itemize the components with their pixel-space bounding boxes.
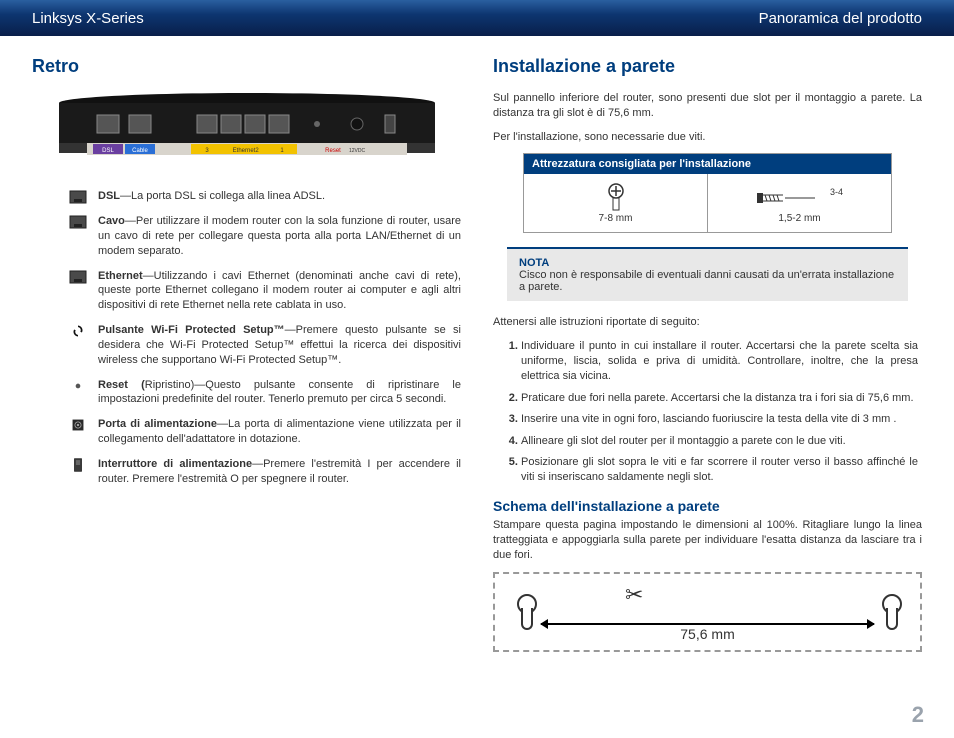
wps-icon (68, 323, 88, 368)
equipment-box: Attrezzatura consigliata per l'installaz… (523, 153, 892, 233)
left-column: Retro DSL Cable 3 Ethernet 2 (32, 56, 461, 652)
screw-head-icon (606, 183, 626, 213)
step-item: Allineare gli slot del router per il mon… (521, 434, 922, 449)
screw-side-icon: 3-4 mm (755, 183, 845, 213)
install-heading: Installazione a parete (493, 56, 922, 77)
eth-icon (68, 214, 88, 259)
port-text: Interruttore di alimentazione—Premere l'… (98, 457, 461, 487)
port-text: Pulsante Wi-Fi Protected Setup™—Premere … (98, 323, 461, 368)
follow-text: Attenersi alle istruzioni riportate di s… (493, 315, 922, 330)
schema-heading: Schema dell'installazione a parete (493, 498, 922, 514)
note-box: NOTA Cisco non è responsabile di eventua… (507, 247, 908, 301)
equip-screw-side: 3-4 mm 1,5-2 mm (708, 174, 891, 232)
install-intro-2: Per l'installazione, sono necessarie due… (493, 130, 922, 145)
step-item: Inserire una vite in ogni foro, lasciand… (521, 412, 922, 427)
equipment-heading: Attrezzatura consigliata per l'installaz… (524, 154, 891, 174)
right-column: Installazione a parete Sul pannello infe… (493, 56, 922, 652)
retro-heading: Retro (32, 56, 461, 77)
port-item: Cavo—Per utilizzare il modem router con … (68, 214, 461, 259)
step-item: Posizionare gli slot sopra le viti e far… (521, 455, 922, 486)
page-number: 2 (912, 702, 924, 728)
svg-text:12VDC: 12VDC (348, 148, 365, 154)
port-item: Pulsante Wi-Fi Protected Setup™—Premere … (68, 323, 461, 368)
power-icon (68, 417, 88, 447)
port-text: DSL—La porta DSL si collega alla linea A… (98, 189, 325, 204)
svg-text:DSL: DSL (102, 148, 114, 154)
port-item: Interruttore di alimentazione—Premere l'… (68, 457, 461, 487)
svg-text:Reset: Reset (325, 148, 341, 154)
header-right: Panoramica del prodotto (759, 10, 922, 27)
equip-screw-len: 7-8 mm (599, 213, 633, 224)
scissors-icon: ✂ (625, 582, 643, 608)
svg-text:Cable: Cable (132, 148, 148, 154)
eth-icon (68, 269, 88, 314)
equip-shaft: 1,5-2 mm (778, 213, 820, 224)
port-item: Ethernet—Utilizzando i cavi Ethernet (de… (68, 269, 461, 314)
switch-icon (68, 457, 88, 487)
port-text: Porta di alimentazione—La porta di alime… (98, 417, 461, 447)
page-header: Linksys X-Series Panoramica del prodotto (0, 0, 954, 36)
wall-template: ✂ 75,6 mm (493, 572, 922, 652)
header-left: Linksys X-Series (32, 10, 144, 27)
router-rear-image: DSL Cable 3 Ethernet 2 1 Reset 12VDC (57, 91, 437, 171)
page-body: Retro DSL Cable 3 Ethernet 2 (0, 36, 954, 652)
equipment-body: 7-8 mm 3-4 mm 1,5-2 mm (524, 174, 891, 232)
eth-icon (68, 189, 88, 204)
keyhole-right (880, 594, 900, 630)
schema-text: Stampare questa pagina impostando le dim… (493, 518, 922, 564)
svg-text:Ethernet: Ethernet (232, 148, 255, 154)
svg-text:3-4 mm: 3-4 mm (830, 187, 845, 197)
install-intro-1: Sul pannello inferiore del router, sono … (493, 91, 922, 122)
reset-icon (68, 378, 88, 408)
port-item: Reset (Ripristino)—Questo pulsante conse… (68, 378, 461, 408)
port-text: Ethernet—Utilizzando i cavi Ethernet (de… (98, 269, 461, 314)
port-list: DSL—La porta DSL si collega alla linea A… (68, 189, 461, 487)
note-label: NOTA (519, 257, 896, 269)
distance-label: 75,6 mm (674, 626, 740, 642)
port-item: Porta di alimentazione—La porta di alime… (68, 417, 461, 447)
port-text: Cavo—Per utilizzare il modem router con … (98, 214, 461, 259)
step-item: Praticare due fori nella parete. Accerta… (521, 391, 922, 406)
steps-list: Individuare il punto in cui installare i… (521, 339, 922, 486)
equip-screw-head: 7-8 mm (524, 174, 708, 232)
port-text: Reset (Ripristino)—Questo pulsante conse… (98, 378, 461, 408)
step-item: Individuare il punto in cui installare i… (521, 339, 922, 385)
distance-arrow (541, 623, 874, 625)
port-item: DSL—La porta DSL si collega alla linea A… (68, 189, 461, 204)
note-text: Cisco non è responsabile di eventuali da… (519, 269, 894, 293)
keyhole-left (515, 594, 535, 630)
